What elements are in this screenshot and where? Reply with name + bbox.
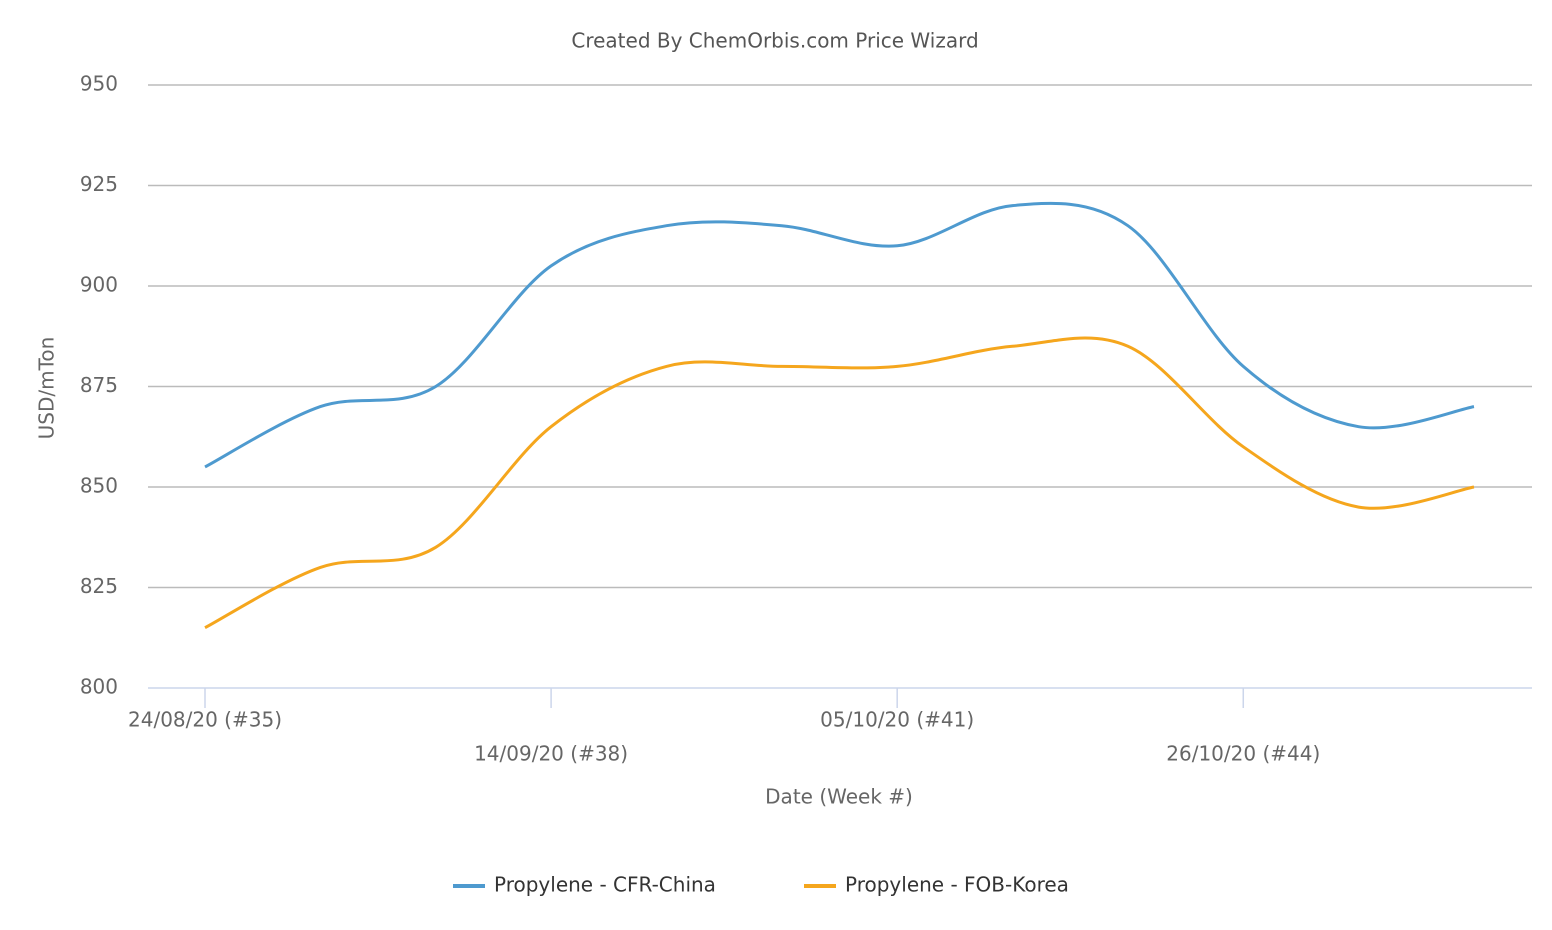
y-tick-label: 875 bbox=[80, 373, 118, 397]
x-tick-label: 14/09/20 (#38) bbox=[474, 742, 628, 766]
x-tick-label: 26/10/20 (#44) bbox=[1166, 742, 1320, 766]
y-tick-label: 900 bbox=[80, 273, 118, 297]
legend-label: Propylene - FOB-Korea bbox=[845, 873, 1069, 897]
line-series bbox=[204, 336, 1475, 630]
y-tick-label: 850 bbox=[80, 474, 118, 498]
legend-label: Propylene - CFR-China bbox=[494, 873, 716, 897]
y-tick-label: 825 bbox=[80, 574, 118, 598]
line-series bbox=[204, 201, 1475, 469]
y-tick-label: 800 bbox=[80, 675, 118, 699]
y-tick-label: 950 bbox=[80, 72, 118, 96]
x-tick-label: 24/08/20 (#35) bbox=[128, 708, 282, 732]
y-tick-label: 925 bbox=[80, 172, 118, 196]
x-axis-label: Date (Week #) bbox=[765, 785, 913, 809]
y-axis-label: USD/mTon bbox=[35, 337, 59, 440]
x-tick-label: 05/10/20 (#41) bbox=[820, 708, 974, 732]
chart-title: Created By ChemOrbis.com Price Wizard bbox=[571, 29, 978, 53]
